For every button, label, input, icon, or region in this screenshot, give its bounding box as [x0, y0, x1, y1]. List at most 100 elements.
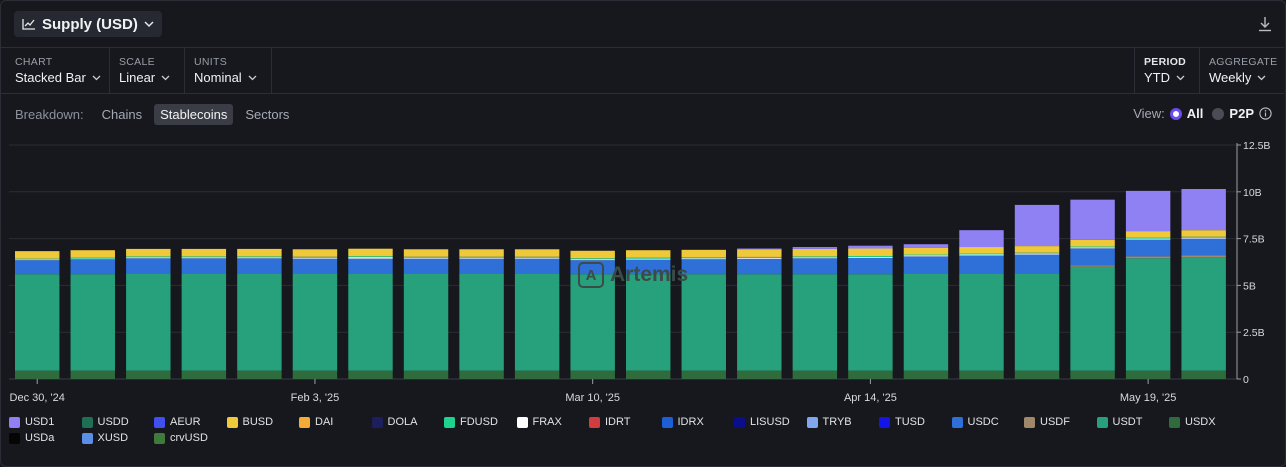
info-icon[interactable] — [1259, 107, 1272, 120]
bar-segment — [15, 260, 60, 275]
legend-item[interactable]: XUSD — [81, 432, 128, 444]
legend-label: LISUSD — [750, 416, 790, 428]
period-dropdown[interactable]: PERIOD YTD — [1134, 48, 1199, 93]
bar-segment — [903, 254, 949, 256]
legend-item[interactable]: LISUSD — [734, 416, 790, 428]
breakdown-chains[interactable]: Chains — [101, 107, 143, 122]
legend-swatch — [226, 416, 238, 428]
x-tick-label: Feb 3, '25 — [291, 392, 340, 404]
legend-item[interactable]: USDF — [1024, 416, 1070, 428]
chevron-down-icon — [92, 75, 101, 81]
bar-segment — [1070, 370, 1115, 379]
bar-segment — [792, 248, 838, 257]
bar-segment — [126, 258, 171, 274]
bar-segment — [70, 258, 115, 260]
bar-segment — [681, 370, 726, 379]
bar-segment — [681, 249, 726, 258]
legend-item[interactable]: USDa — [9, 432, 54, 444]
chevron-down-icon — [161, 75, 170, 81]
legend-label: USDX — [1185, 416, 1216, 428]
bar-segment — [959, 255, 1004, 274]
legend-item[interactable]: IDRX — [661, 416, 704, 428]
x-tick-label: Apr 14, '25 — [844, 392, 897, 404]
bar-segment — [1181, 237, 1226, 239]
aggregate-caption: AGGREGATE — [1209, 56, 1278, 68]
bar-segment — [1125, 256, 1171, 259]
legend-item[interactable]: USDX — [1169, 416, 1216, 428]
legend-swatch — [516, 416, 528, 428]
legend-item[interactable]: TRYB — [806, 416, 852, 428]
bar-segment — [181, 248, 227, 257]
legend-swatch — [1096, 416, 1108, 428]
bar-segment — [126, 370, 171, 379]
breakdown-stablecoins[interactable]: Stablecoins — [154, 104, 234, 125]
period-value: YTD — [1144, 70, 1170, 85]
view-all-radio[interactable] — [1169, 107, 1182, 120]
bar-segment — [1125, 239, 1171, 257]
metric-selector[interactable]: Supply (USD) — [14, 11, 162, 37]
legend-item[interactable]: IDRT — [589, 416, 630, 428]
bar-segment — [237, 370, 282, 379]
legend-item[interactable]: TUSD — [879, 416, 925, 428]
legend-swatch — [371, 416, 383, 428]
bar-segment — [1014, 273, 1060, 371]
x-tick-label: Mar 10, '25 — [565, 392, 620, 404]
view-selector: View: All P2P — [1133, 106, 1272, 121]
legend-label: USDC — [967, 416, 999, 428]
legend-item[interactable]: USDT — [1096, 416, 1142, 428]
units-dropdown[interactable]: UNITS Nominal — [185, 48, 272, 93]
legend-item[interactable]: FRAX — [516, 416, 562, 428]
view-p2p-label[interactable]: P2P — [1229, 106, 1254, 121]
bar-segment — [459, 258, 504, 274]
legend-item[interactable]: BUSD — [226, 416, 273, 428]
bar-segment — [348, 273, 393, 371]
bar-segment — [126, 257, 171, 259]
legend-item[interactable]: USDD — [81, 416, 129, 428]
bar-segment — [1070, 199, 1115, 240]
legend-label: FDUSD — [460, 416, 498, 428]
bar-segment — [681, 257, 726, 259]
bar-segment — [348, 248, 393, 257]
view-p2p-radio[interactable] — [1212, 107, 1225, 120]
legend-item[interactable]: FDUSD — [444, 416, 498, 428]
bar-segment — [1125, 231, 1171, 238]
bar-segment — [737, 274, 782, 371]
chart-type-dropdown[interactable]: CHART Stacked Bar — [6, 48, 110, 93]
stacked-bar-chart: 0 2.5B 5B 7.5B 10B 12.5B Dec 30, '24 Feb 3, '25… — [9, 140, 1270, 404]
legend-item[interactable]: USD1 — [9, 416, 54, 428]
y-tick-label: 12.5B — [1243, 140, 1270, 152]
legend-swatch — [154, 416, 165, 428]
legend-swatch — [734, 416, 745, 428]
bar-segment — [1014, 246, 1060, 253]
bar-segment — [1070, 239, 1115, 247]
bar-segment — [237, 248, 282, 257]
legend-swatch — [1169, 416, 1180, 428]
legend-item[interactable]: DOLA — [371, 416, 417, 428]
view-all-label[interactable]: All — [1186, 106, 1204, 121]
breakdown-sectors[interactable]: Sectors — [245, 107, 290, 122]
breakdown-label: Breakdown: — [15, 107, 84, 122]
bar-segment — [15, 274, 60, 371]
legend-item[interactable]: USDC — [951, 416, 999, 428]
bar-segment — [848, 274, 893, 371]
y-tick-label: 5B — [1243, 280, 1256, 292]
bar-segment — [737, 248, 782, 250]
chevron-down-icon — [1257, 75, 1266, 81]
bar-segment — [403, 257, 449, 259]
bar-segment — [681, 274, 726, 371]
download-icon[interactable] — [1258, 16, 1272, 32]
legend-item[interactable]: crvUSD — [154, 432, 208, 444]
bar-segment — [1070, 265, 1115, 267]
bar-segment — [626, 259, 671, 275]
scale-dropdown[interactable]: SCALE Linear — [110, 48, 185, 93]
bar-segment — [237, 273, 282, 371]
y-tick-label: 0 — [1243, 374, 1249, 386]
legend-item[interactable]: AEUR — [154, 416, 201, 428]
aggregate-dropdown[interactable]: AGGREGATE Weekly — [1199, 48, 1284, 93]
bar-segment — [1125, 190, 1171, 232]
bar-segment — [848, 256, 893, 258]
bar-segment — [126, 248, 171, 257]
bar-segment — [514, 370, 560, 379]
bar-segment — [1181, 238, 1226, 256]
legend-item[interactable]: DAI — [299, 416, 333, 428]
